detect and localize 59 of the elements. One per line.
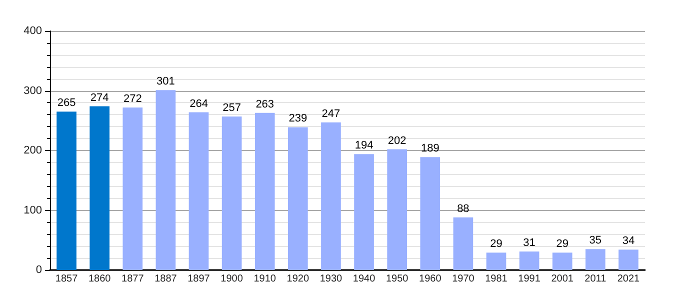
x-tick-label: 1887 — [154, 274, 178, 284]
data-label: 264 — [190, 98, 208, 110]
x-tick-label: 1857 — [55, 274, 78, 284]
data-label: 29 — [490, 238, 502, 250]
data-label: 29 — [556, 238, 568, 250]
data-label: 88 — [457, 202, 470, 215]
data-label: 301 — [156, 76, 175, 88]
data-label: 239 — [288, 112, 308, 125]
data-label: 265 — [57, 97, 76, 110]
x-tick-label: 1877 — [122, 274, 144, 284]
bar — [188, 112, 209, 270]
bar — [486, 252, 506, 270]
x-tick-label: 1991 — [518, 274, 541, 284]
data-label: 272 — [123, 92, 142, 105]
bar — [420, 157, 440, 270]
bar — [56, 112, 76, 270]
x-tick-label: 2011 — [584, 274, 607, 284]
bar — [519, 251, 540, 270]
data-label: 35 — [589, 234, 602, 247]
x-tick-label: 1970 — [452, 274, 475, 284]
x-tick-label: 1930 — [320, 274, 343, 284]
bar — [156, 90, 176, 270]
y-tick-label: 300 — [24, 84, 42, 97]
bar — [552, 252, 572, 270]
x-tick-label: 1860 — [88, 274, 112, 284]
bar — [321, 122, 341, 270]
x-tick-label: 2001 — [551, 274, 574, 284]
bar — [122, 107, 143, 270]
data-label: 263 — [256, 98, 274, 110]
x-tick-label: 1910 — [254, 274, 276, 284]
data-label: 247 — [322, 108, 340, 120]
y-tick-label: 400 — [24, 25, 42, 37]
bar — [90, 106, 110, 270]
bar — [254, 112, 275, 270]
y-tick-label: 200 — [24, 144, 42, 156]
x-tick-label: 1897 — [188, 274, 210, 284]
y-tick-label: 0 — [36, 264, 42, 276]
x-tick-label: 2021 — [617, 274, 640, 284]
x-tick-label: 1920 — [286, 274, 310, 284]
x-tick-label: 1940 — [352, 274, 376, 284]
data-label: 194 — [354, 140, 374, 152]
bar — [288, 127, 308, 270]
bar — [387, 149, 407, 270]
data-label: 274 — [90, 92, 109, 104]
bar — [354, 154, 374, 270]
x-tick-label: 1981 — [485, 274, 508, 284]
data-label: 189 — [420, 142, 440, 155]
x-tick-label: 1950 — [386, 274, 409, 284]
bar — [453, 217, 474, 270]
bar — [586, 249, 606, 270]
data-label: 202 — [388, 134, 406, 147]
bar — [222, 116, 242, 270]
y-tick-label: 100 — [24, 204, 42, 216]
data-label: 34 — [622, 235, 635, 248]
data-label: 257 — [222, 102, 241, 114]
data-label: 31 — [523, 236, 536, 249]
x-tick-label: 1960 — [419, 274, 442, 284]
bar — [618, 250, 638, 270]
x-tick-label: 1900 — [220, 274, 244, 284]
